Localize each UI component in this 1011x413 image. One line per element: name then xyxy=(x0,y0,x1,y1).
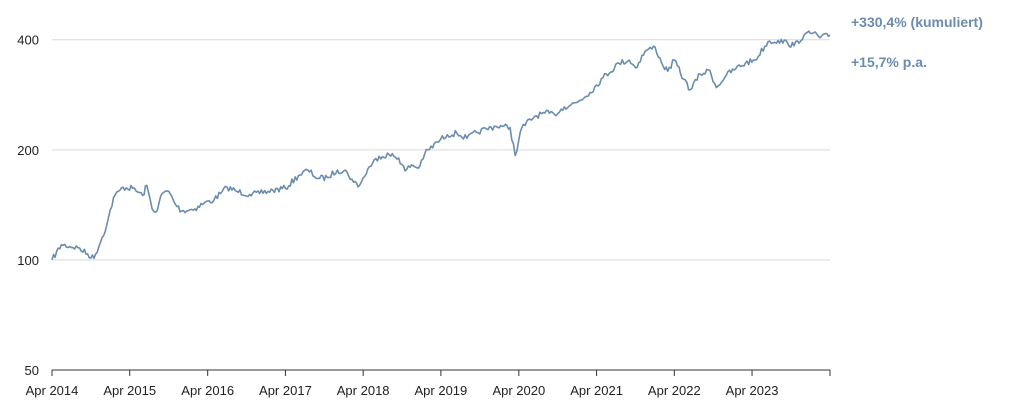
x-tick-label: Apr 2022 xyxy=(648,383,701,398)
y-tick-label: 50 xyxy=(25,363,39,378)
x-tick-label: Apr 2016 xyxy=(181,383,234,398)
x-tick-label: Apr 2020 xyxy=(492,383,545,398)
y-tick-label: 400 xyxy=(17,33,39,48)
x-tick-label: Apr 2023 xyxy=(726,383,779,398)
x-axis-ticks xyxy=(51,370,831,376)
y-axis-tick-labels: 50 100 200 400 xyxy=(17,33,39,378)
x-axis-tick-labels: Apr 2014 Apr 2015 Apr 2016 Apr 2017 Apr 2018… xyxy=(26,383,779,398)
annual-return-label: +15,7% p.a. xyxy=(851,54,927,70)
x-tick-label: Apr 2018 xyxy=(337,383,390,398)
x-tick-label: Apr 2021 xyxy=(570,383,623,398)
x-tick-label: Apr 2017 xyxy=(259,383,312,398)
x-tick-label: Apr 2015 xyxy=(103,383,156,398)
x-tick-label: Apr 2019 xyxy=(415,383,468,398)
gridlines xyxy=(52,39,830,261)
cumulative-return-label: +330,4% (kumuliert) xyxy=(851,14,983,30)
series-line xyxy=(51,30,831,261)
x-tick-label: Apr 2014 xyxy=(26,383,79,398)
y-tick-label: 200 xyxy=(17,143,39,158)
y-tick-label: 100 xyxy=(17,253,39,268)
